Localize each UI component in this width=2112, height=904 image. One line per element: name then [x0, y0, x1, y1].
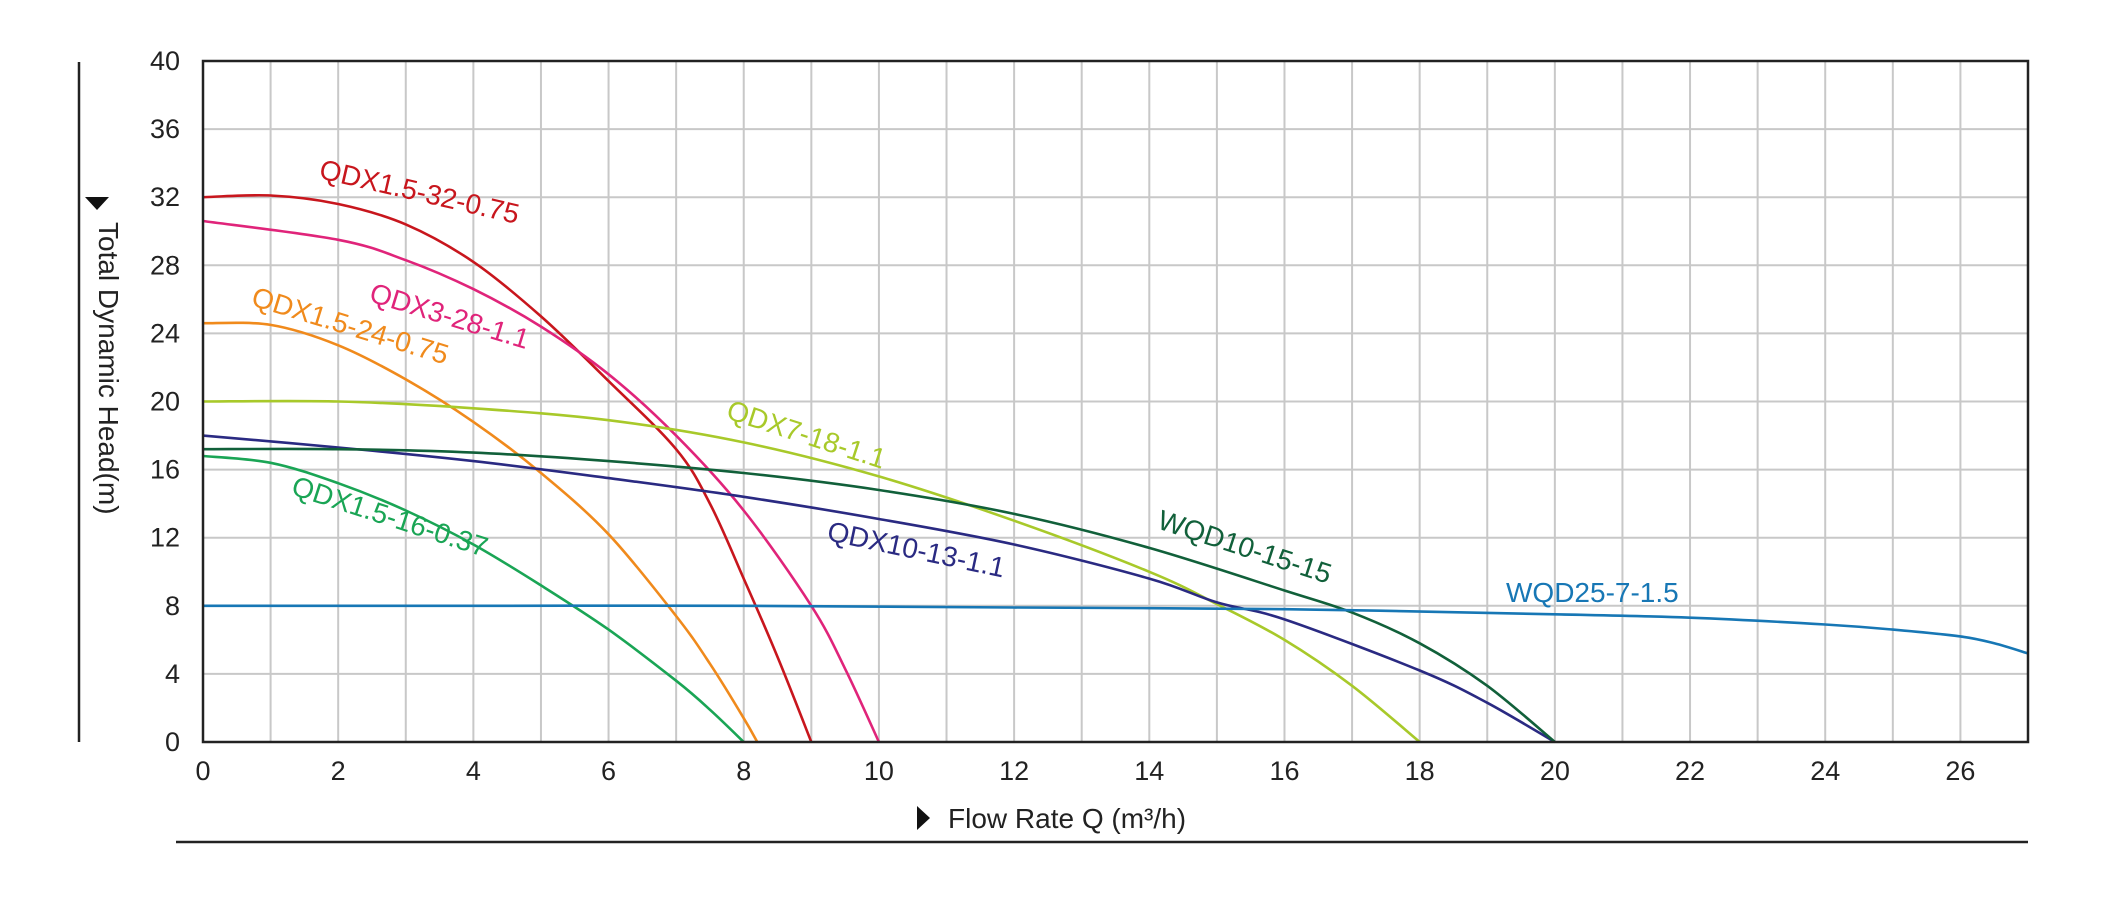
y-tick-label: 16: [150, 455, 180, 485]
series-line-2: [202, 219, 881, 743]
y-axis-arrow-icon: [85, 197, 109, 210]
series-line-7: [202, 447, 1556, 743]
series-line-8: [203, 604, 2029, 655]
x-tick-label: 20: [1540, 756, 1570, 786]
series-label-4: QDX7-18-1.1: [723, 394, 889, 474]
y-tick-label: 8: [165, 591, 180, 621]
y-tick-label: 36: [150, 114, 180, 144]
x-tick-label: 4: [466, 756, 481, 786]
x-tick-label: 22: [1675, 756, 1705, 786]
x-tick-label: 6: [601, 756, 616, 786]
y-axis-title: Total Dynamic Head(m): [93, 222, 124, 515]
x-axis-title-group: Flow Rate Q (m³/h): [917, 803, 1186, 834]
y-tick-label: 4: [165, 659, 180, 689]
y-tick-label: 32: [150, 182, 180, 212]
x-tick-label: 2: [331, 756, 346, 786]
series-line-6: [202, 434, 1556, 744]
y-tick-label: 40: [150, 46, 180, 76]
series-label-1: QDX1.5-32-0.75: [317, 154, 523, 230]
y-tick-label: 0: [165, 727, 180, 757]
x-tick-label: 26: [1945, 756, 1975, 786]
series-label-8: WQD25-7-1.5: [1506, 577, 1679, 608]
x-tick-label: 10: [864, 756, 894, 786]
x-tick-label: 16: [1269, 756, 1299, 786]
grid: [203, 61, 2028, 742]
y-axis-title-group: Total Dynamic Head(m): [85, 197, 124, 515]
series-line-5: [202, 454, 745, 743]
plot-frame: [201, 59, 2030, 744]
series-label-5: QDX1.5-16-0.37: [288, 470, 491, 562]
y-tick-label: 28: [150, 250, 180, 280]
x-tick-label: 24: [1810, 756, 1840, 786]
y-tick-label: 12: [150, 523, 180, 553]
series-labels: QDX1.5-32-0.75QDX3-28-1.1QDX1.5-24-0.75Q…: [248, 154, 1678, 608]
y-tick-label: 20: [150, 387, 180, 417]
x-tick-label: 12: [999, 756, 1029, 786]
tick-labels: 0 2 4 6 8 10 12 14 16 18 20 22 24 2604812162024283236…: [150, 46, 1975, 786]
x-tick-label: 0: [195, 756, 210, 786]
x-tick-label: 14: [1134, 756, 1164, 786]
series-line-4: [202, 399, 1421, 743]
y-tick-label: 24: [150, 318, 180, 348]
series-line-3: [202, 321, 759, 743]
x-axis-arrow-icon: [917, 806, 930, 830]
curves: [202, 193, 2029, 744]
x-axis-title: Flow Rate Q (m³/h): [948, 803, 1186, 834]
x-tick-label: 8: [736, 756, 751, 786]
x-tick-label: 18: [1405, 756, 1435, 786]
